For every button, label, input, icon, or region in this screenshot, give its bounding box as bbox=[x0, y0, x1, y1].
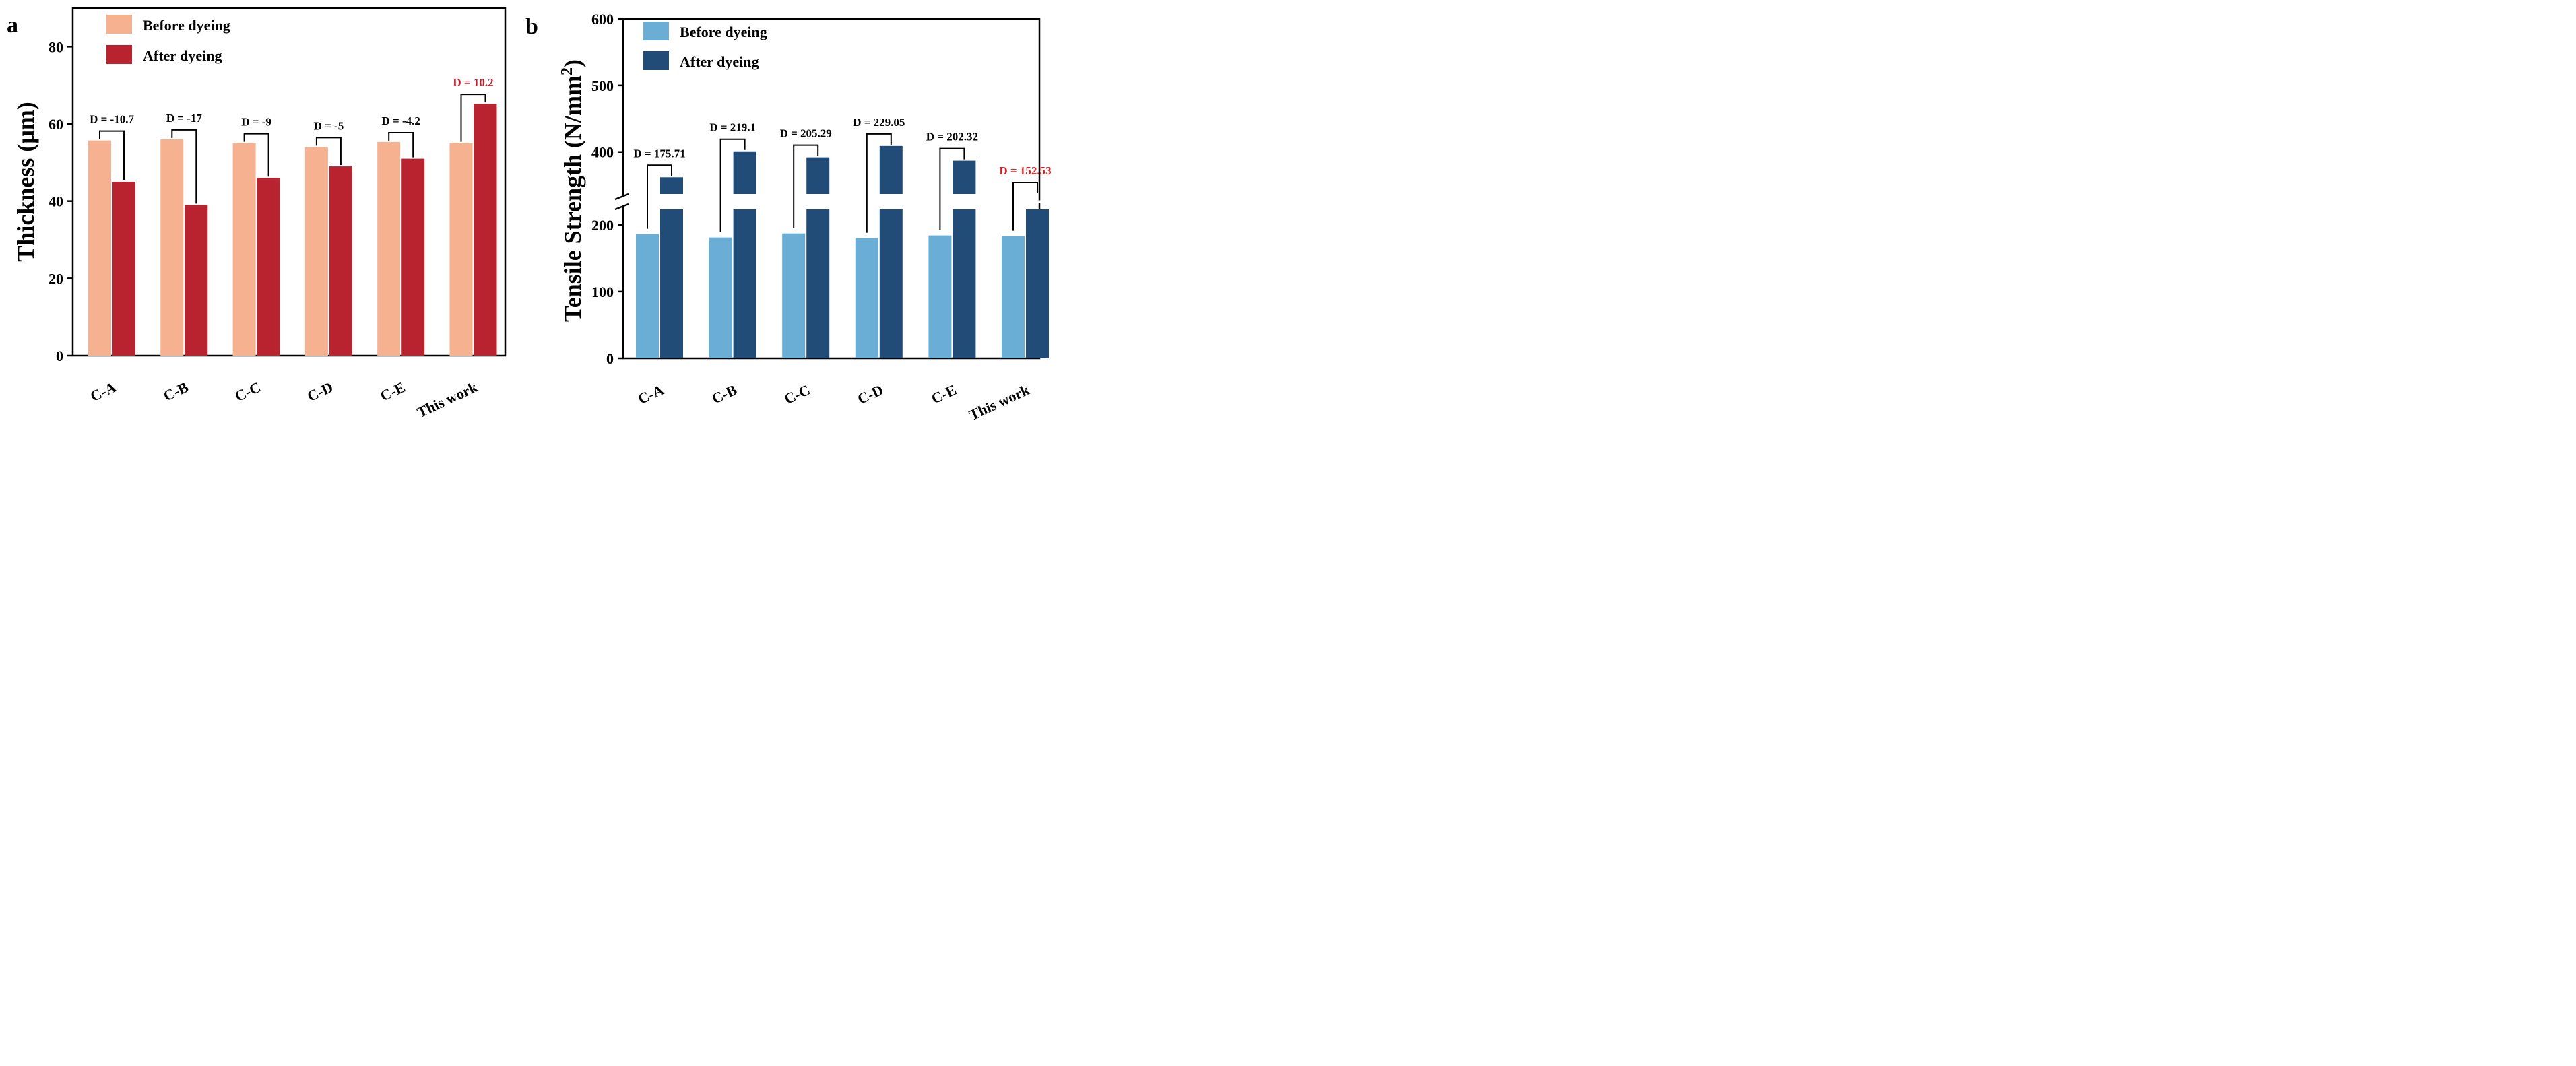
bar-a-before bbox=[88, 140, 111, 356]
legend-swatch-before bbox=[643, 22, 669, 40]
bar-a-before bbox=[160, 139, 184, 356]
difference-annotation: D = -10.7 bbox=[90, 113, 134, 126]
bar-b-after-upper bbox=[953, 160, 976, 194]
difference-annotation: D = 175.71 bbox=[633, 147, 685, 160]
panel-label: a bbox=[7, 13, 18, 38]
panel-label: b bbox=[525, 14, 538, 39]
difference-annotation: D = -5 bbox=[314, 119, 344, 132]
legend-label-after: After dyeing bbox=[680, 53, 759, 70]
difference-bracket bbox=[647, 164, 672, 229]
y-tick-label: 100 bbox=[591, 284, 614, 300]
difference-bracket bbox=[939, 147, 965, 230]
x-category-label: C-D bbox=[855, 381, 886, 407]
bar-b-after-lower bbox=[660, 209, 683, 358]
x-category-label: C-E bbox=[377, 378, 408, 405]
bar-a-after bbox=[185, 205, 208, 356]
difference-annotation: D = 10.2 bbox=[453, 76, 493, 89]
difference-annotation: D = -4.2 bbox=[382, 114, 420, 127]
x-category-label: C-B bbox=[161, 378, 191, 405]
y-tick-label: 0 bbox=[56, 347, 63, 364]
bar-b-after-lower bbox=[733, 209, 756, 358]
bar-b-before bbox=[855, 238, 878, 358]
bar-b-after-upper bbox=[806, 157, 830, 194]
difference-annotation: D = -17 bbox=[166, 112, 203, 125]
bar-b-after-upper bbox=[733, 151, 756, 194]
difference-annotation: D = 205.29 bbox=[780, 127, 832, 140]
difference-bracket bbox=[1012, 182, 1038, 231]
bar-b-after-upper bbox=[660, 177, 683, 194]
legend-label-after: After dyeing bbox=[143, 47, 222, 64]
y-tick-label: 400 bbox=[591, 144, 614, 161]
y-tick-label: 60 bbox=[49, 116, 63, 133]
difference-bracket bbox=[243, 133, 269, 177]
plot-frame bbox=[71, 7, 507, 357]
x-category-label: C-E bbox=[929, 381, 959, 407]
y-tick-label: 20 bbox=[49, 270, 63, 287]
bar-a-after bbox=[257, 178, 280, 356]
y-axis-label: Thickness (μm) bbox=[12, 102, 39, 261]
x-category-label: C-A bbox=[635, 381, 666, 407]
bar-b-after-upper bbox=[879, 145, 903, 194]
bar-a-before bbox=[377, 141, 401, 356]
difference-annotation: D = 229.05 bbox=[853, 116, 905, 129]
bar-b-before bbox=[928, 235, 952, 358]
y-tick-label: 200 bbox=[591, 217, 614, 234]
legend-swatch-after bbox=[106, 45, 132, 64]
bar-a-before bbox=[449, 143, 473, 356]
difference-bracket bbox=[460, 94, 486, 142]
bar-a-before bbox=[232, 143, 256, 356]
x-category-label: C-B bbox=[709, 381, 740, 407]
difference-bracket bbox=[866, 133, 892, 233]
bar-b-before bbox=[636, 234, 659, 358]
y-tick-label: 500 bbox=[591, 77, 614, 94]
difference-bracket bbox=[315, 137, 342, 166]
y-tick-label: 600 bbox=[591, 11, 614, 28]
difference-annotation: D = 202.32 bbox=[926, 131, 978, 143]
bar-b-after-lower bbox=[1026, 209, 1049, 358]
bar-b-after-lower bbox=[806, 209, 830, 358]
x-category-label: C-D bbox=[304, 378, 335, 405]
bar-b-after-lower bbox=[879, 209, 903, 358]
x-category-label: This work bbox=[967, 381, 1033, 424]
legend-swatch-before bbox=[106, 15, 132, 34]
y-axis-label-text: Thickness (μm) bbox=[12, 102, 39, 261]
bar-b-before bbox=[709, 237, 732, 358]
x-category-label: This work bbox=[414, 378, 480, 422]
y-axis-label-superscript: 2 bbox=[558, 67, 576, 75]
axis-break-mark bbox=[614, 193, 629, 201]
panel-a-thickness-chart: 0 20 40 60 80 C-A D = -10.7 C-B D = -17 C-C D = -9… bbox=[7, 7, 507, 422]
y-tick-label: 0 bbox=[606, 350, 614, 367]
bar-a-after bbox=[329, 166, 352, 356]
legend-label-before: Before dyeing bbox=[680, 24, 767, 40]
legend-swatch-after bbox=[643, 51, 669, 70]
difference-bracket bbox=[99, 130, 125, 180]
panel-b-tensile-strength-chart: 0 100 200 400 500 600 C-A D = 175.71 C-B D = 219.… bbox=[525, 11, 1052, 424]
bar-a-after bbox=[401, 158, 425, 356]
x-category-label: C-C bbox=[781, 381, 812, 407]
difference-annotation: D = 219.1 bbox=[709, 121, 756, 134]
plot-frame bbox=[622, 18, 1041, 360]
difference-bracket bbox=[719, 138, 746, 232]
y-tick-label: 80 bbox=[49, 38, 63, 55]
difference-bracket bbox=[793, 144, 819, 228]
legend-label-before: Before dyeing bbox=[143, 17, 230, 34]
bar-b-before bbox=[1002, 236, 1025, 358]
difference-bracket bbox=[388, 131, 414, 158]
bar-a-before bbox=[304, 147, 328, 356]
bar-a-after bbox=[474, 104, 497, 356]
y-axis-label-text: Tensile Strength (N/mm bbox=[559, 75, 586, 322]
axis-break-mark bbox=[614, 203, 629, 211]
y-tick-label: 40 bbox=[49, 193, 63, 210]
y-axis-label-close: ) bbox=[559, 59, 586, 67]
y-axis-label: Tensile Strength (N/mm2) bbox=[558, 59, 586, 322]
x-category-label: C-A bbox=[88, 378, 119, 405]
bar-b-before bbox=[782, 233, 806, 358]
x-category-label: C-C bbox=[232, 378, 263, 405]
difference-bracket bbox=[171, 129, 197, 204]
difference-annotation: D = -9 bbox=[241, 116, 271, 129]
bar-a-after bbox=[112, 182, 135, 356]
difference-annotation: D = 152.53 bbox=[999, 164, 1051, 177]
bar-b-after-lower bbox=[953, 209, 976, 358]
